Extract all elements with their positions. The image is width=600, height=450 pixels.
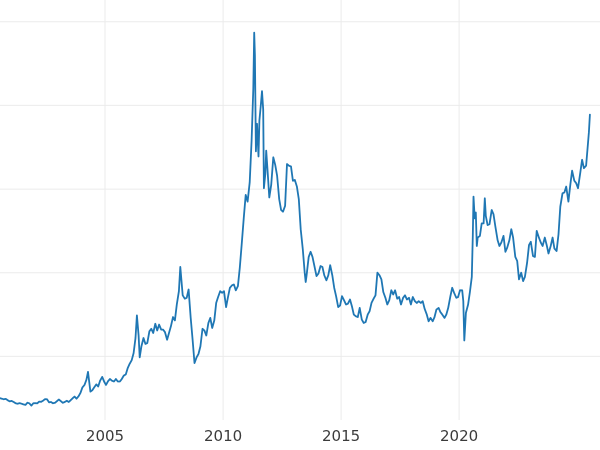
x-tick-label: 2020 xyxy=(440,427,478,445)
x-axis-labels-group: 2005 2010 2015 2020 xyxy=(86,427,478,445)
x-tick-label: 2005 xyxy=(86,427,124,445)
gridlines-group xyxy=(0,0,600,420)
price-line xyxy=(0,31,591,407)
x-tick-label: 2015 xyxy=(322,427,360,445)
series-group xyxy=(0,31,591,407)
x-tick-label: 2010 xyxy=(204,427,242,445)
